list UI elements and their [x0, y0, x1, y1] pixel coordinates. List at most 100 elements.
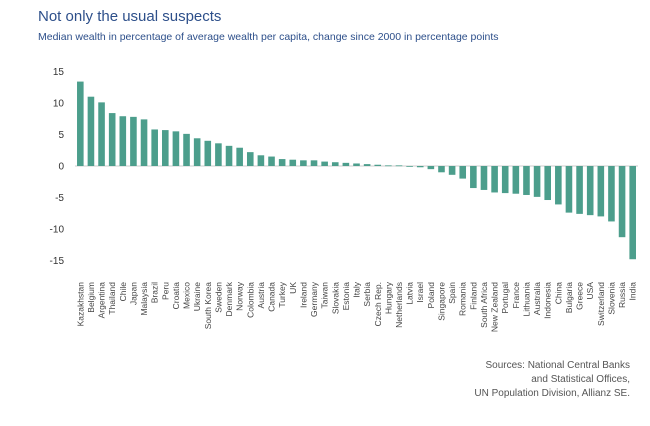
x-tick-label: Russia — [617, 282, 627, 308]
bar-lithuania — [523, 166, 530, 195]
bar-brazil — [151, 129, 158, 166]
bar-czech-rep — [374, 164, 382, 166]
x-tick-label: Czech Rep. — [373, 282, 383, 326]
bar-australia — [533, 166, 541, 197]
bar-japan — [130, 116, 137, 166]
bar-new-zealand — [491, 166, 498, 193]
x-tick-label: USA — [585, 282, 595, 300]
x-tick-label: India — [628, 282, 638, 301]
x-tick-label: Estonia — [341, 282, 351, 311]
y-tick-label: -15 — [50, 256, 65, 267]
x-tick-label: Denmark — [224, 281, 234, 316]
x-tick-label: UK — [288, 282, 298, 294]
x-tick-label: South Africa — [479, 282, 489, 328]
x-tick-label: Israel — [415, 282, 425, 303]
source-line: Sources: National Central Banks — [485, 360, 630, 371]
bar-slovakia — [331, 162, 339, 166]
bar-south-korea — [204, 140, 212, 166]
x-tick-label: Lithuania — [521, 282, 531, 317]
bar-malaysia — [140, 119, 148, 166]
x-tick-label: Indonesia — [543, 282, 553, 319]
x-tick-label: Norway — [235, 281, 245, 311]
x-tick-label: Slovakia — [330, 282, 340, 314]
x-tick-label: Serbia — [362, 282, 372, 307]
bar-ireland — [300, 160, 307, 166]
bar-usa — [586, 166, 594, 216]
y-tick-label: 5 — [58, 130, 64, 141]
x-tick-label: Finland — [468, 282, 478, 310]
x-tick-label: South Korea — [203, 282, 213, 330]
x-tick-label: Argentina — [97, 282, 107, 319]
bar-france — [512, 166, 520, 194]
x-tick-label: Peru — [160, 282, 170, 300]
bar-indonesia — [544, 166, 551, 201]
x-tick-label: China — [553, 282, 563, 304]
x-tick-label: Singapore — [436, 282, 446, 321]
bar-spain — [448, 166, 456, 175]
x-tick-label: Italy — [352, 281, 362, 297]
x-tick-label: Sweden — [213, 282, 223, 313]
bar-uk — [289, 159, 297, 166]
bar-latvia — [406, 166, 413, 167]
x-tick-label: New Zealand — [490, 282, 500, 332]
bar-canada — [268, 156, 275, 166]
x-tick-label: Greece — [575, 282, 585, 310]
x-tick-label: Mexico — [182, 282, 192, 309]
x-tick-label: Germany — [309, 281, 319, 317]
bar-hungary — [385, 165, 392, 167]
bar-bulgaria — [565, 166, 573, 213]
x-tick-label: Thailand — [107, 282, 117, 315]
chart-subtitle: Median wealth in percentage of average w… — [38, 31, 499, 43]
x-tick-label: France — [511, 282, 521, 309]
y-tick-label: -10 — [50, 225, 65, 236]
bar-romania — [459, 166, 467, 179]
bar-poland — [427, 166, 435, 170]
bar-kazakhstan — [77, 81, 84, 166]
bar-finland — [470, 166, 477, 189]
bar-singapore — [438, 166, 445, 173]
bar-italy — [353, 163, 360, 166]
x-tick-label: Kazakhstan — [75, 282, 85, 327]
x-tick-label: Slovenia — [606, 282, 616, 315]
y-tick-label: 15 — [53, 67, 65, 78]
bar-mexico — [183, 133, 190, 166]
x-tick-label: Switzerland — [596, 282, 606, 326]
chart-title: Not only the usual suspects — [38, 8, 222, 25]
bar-denmark — [225, 145, 233, 166]
bar-taiwan — [321, 161, 328, 166]
x-tick-label: Portugal — [500, 282, 510, 314]
bar-chile — [119, 116, 127, 166]
bar-russia — [618, 166, 626, 238]
bar-switzerland — [597, 166, 605, 217]
source-line: UN Population Division, Allianz SE. — [474, 388, 630, 399]
bar-austria — [257, 155, 265, 166]
y-tick-label: 10 — [53, 99, 65, 110]
x-tick-label: Romania — [458, 282, 468, 316]
bar-greece — [576, 166, 583, 214]
bar-slovenia — [608, 166, 615, 222]
x-tick-label: Canada — [267, 282, 277, 312]
x-tick-label: Malaysia — [139, 282, 149, 316]
x-tick-label: Austria — [256, 282, 266, 309]
x-tick-label: Spain — [447, 282, 457, 304]
y-tick-label: -5 — [55, 193, 64, 204]
x-tick-label: Turkey — [277, 281, 287, 307]
x-tick-label: Latvia — [405, 282, 415, 305]
bar-estonia — [342, 162, 350, 166]
x-tick-label: Brazil — [150, 282, 160, 303]
bar-turkey — [278, 159, 286, 166]
bar-norway — [236, 147, 243, 166]
bar-germany — [310, 160, 318, 166]
x-tick-label: Australia — [532, 282, 542, 315]
x-tick-label: Croatia — [171, 282, 181, 310]
bar-china — [555, 166, 562, 205]
bar-india — [629, 166, 636, 260]
x-tick-label: Chile — [118, 282, 128, 302]
x-tick-label: Colombia — [245, 282, 255, 318]
y-tick-label: 0 — [58, 162, 64, 173]
bar-ukraine — [193, 138, 201, 166]
bar-peru — [162, 130, 169, 166]
bar-south-africa — [480, 166, 488, 190]
x-tick-label: Netherlands — [394, 282, 404, 328]
